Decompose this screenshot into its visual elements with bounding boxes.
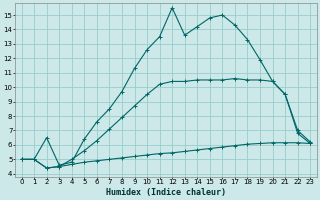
X-axis label: Humidex (Indice chaleur): Humidex (Indice chaleur) [106,188,226,197]
